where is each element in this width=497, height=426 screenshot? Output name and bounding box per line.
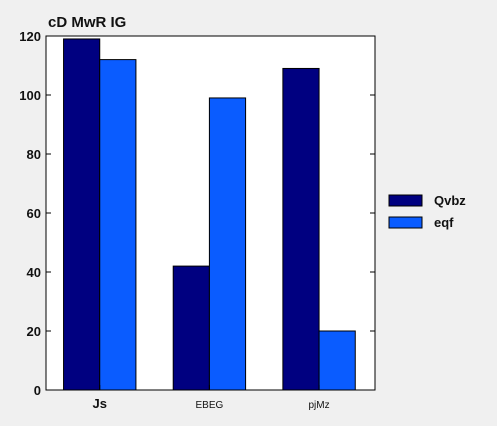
x-tick-label: pjMz <box>309 400 330 411</box>
bar-Qvbz-pjMz <box>282 67 320 391</box>
x-tick-label: Js <box>93 396 107 411</box>
chart-title: cD MwR IG <box>48 14 126 31</box>
y-axis: 0 20 40 60 80 100 120 <box>19 29 375 398</box>
legend-label: eqf <box>434 215 454 230</box>
y-tick-label: 80 <box>27 147 41 162</box>
y-tick-label: 40 <box>27 265 41 280</box>
y-tick-label: 60 <box>27 206 41 221</box>
legend-swatch <box>388 216 423 229</box>
x-tick-label: EBEG <box>196 400 224 411</box>
bar-eqf-Js <box>99 59 137 391</box>
bar-eqf-EBEG <box>208 97 247 391</box>
x-axis: Js EBEG pjMz <box>93 385 330 411</box>
legend: Qvbz eqf <box>388 193 466 230</box>
y-tick-label: 100 <box>19 88 41 103</box>
bar-Qvbz-EBEG <box>172 265 210 391</box>
y-tick-label: 120 <box>19 29 41 44</box>
legend-label: Qvbz <box>434 193 466 208</box>
y-tick-label: 20 <box>27 324 41 339</box>
bars <box>63 38 356 391</box>
legend-swatch <box>388 194 423 207</box>
bar-eqf-pjMz <box>318 330 356 391</box>
y-tick-label: 0 <box>34 383 41 398</box>
bar-Qvbz-Js <box>63 38 101 391</box>
